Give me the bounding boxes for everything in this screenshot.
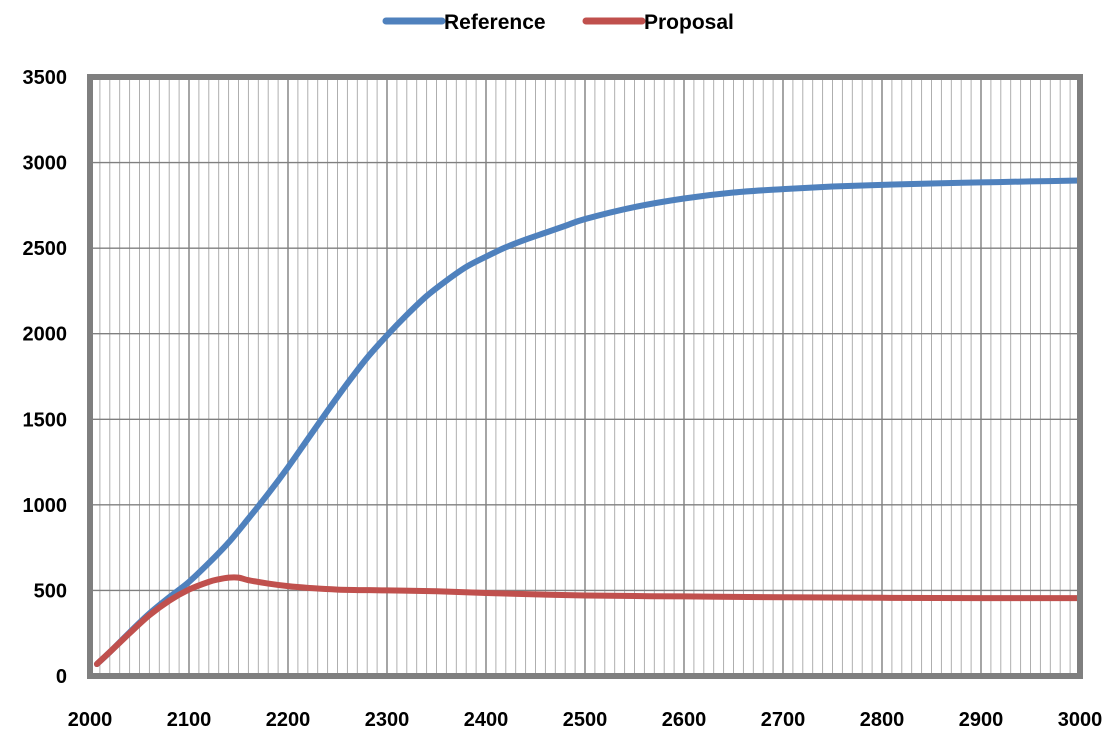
series-line-proposal (93, 574, 1083, 668)
y-tick-label: 0 (56, 666, 67, 688)
y-axis-ticks: 0 500 1000 1500 2000 2500 3000 3500 (23, 67, 68, 688)
plot-area-border (87, 74, 1083, 679)
series-line-reference (93, 177, 1083, 668)
y-tick-label: 1500 (23, 409, 68, 431)
x-tick-label: 2300 (365, 709, 410, 730)
y-tick-label: 500 (34, 580, 67, 602)
x-tick-label: 3000 (1058, 709, 1103, 730)
y-tick-label: 2000 (23, 324, 68, 346)
x-tick-label: 2400 (464, 709, 509, 730)
y-tick-label: 3500 (23, 67, 68, 89)
x-tick-label: 2800 (860, 709, 905, 730)
x-tick-label: 2600 (662, 709, 707, 730)
x-axis-ticks: 2000 2100 2200 2300 2400 2500 2600 2700 2800 2900… (68, 709, 1103, 730)
x-tick-label: 2900 (959, 709, 1004, 730)
x-tick-label: 2200 (266, 709, 311, 730)
x-tick-label: 2500 (563, 709, 608, 730)
y-tick-label: 2500 (23, 238, 68, 260)
legend-label-proposal: Proposal (644, 11, 734, 34)
y-tick-label: 1000 (23, 495, 68, 517)
x-tick-label: 2100 (167, 709, 212, 730)
gridlines (90, 77, 1080, 676)
series-lines (93, 177, 1083, 668)
y-tick-label: 3000 (23, 153, 68, 175)
x-tick-label: 2000 (68, 709, 113, 730)
legend: Reference Proposal (382, 11, 734, 34)
x-tick-label: 2700 (761, 709, 806, 730)
legend-label-reference: Reference (444, 11, 546, 34)
